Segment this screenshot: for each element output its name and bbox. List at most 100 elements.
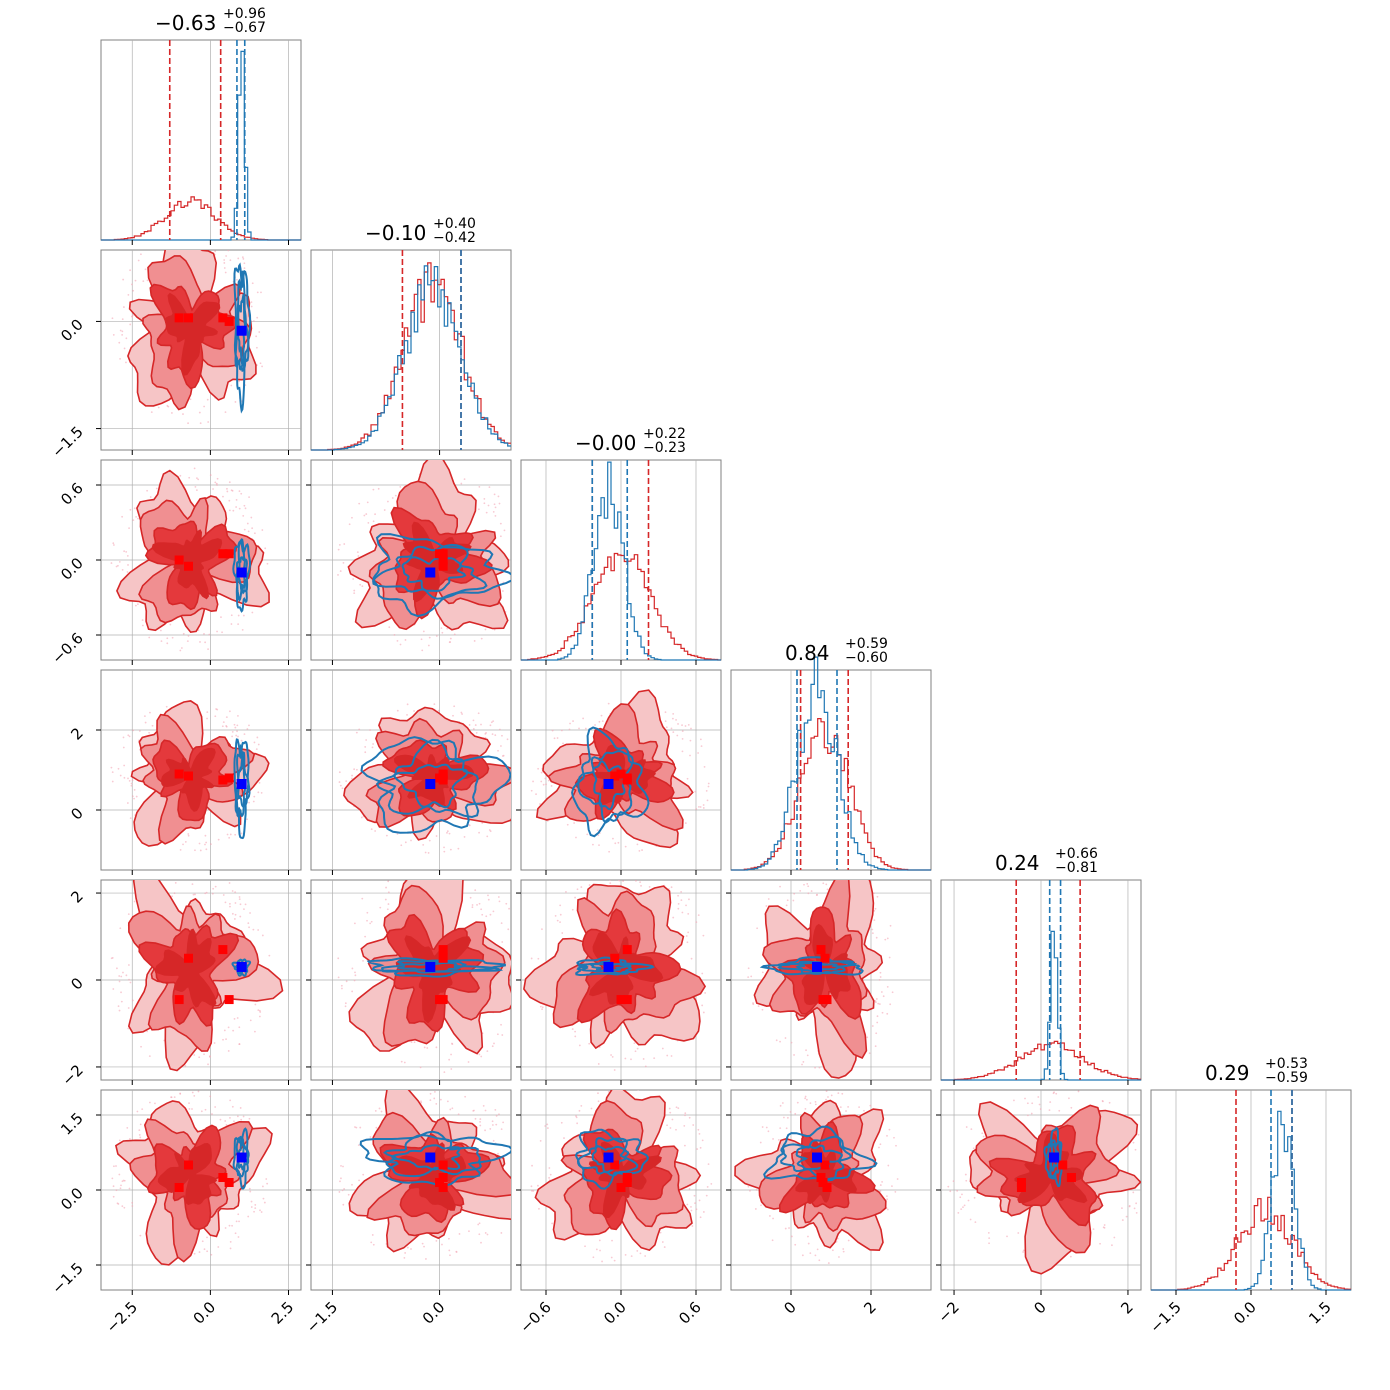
sample-point-2-1-12 bbox=[374, 513, 376, 516]
sample-point-5-4-0 bbox=[967, 1199, 970, 1202]
sample-point-5-4-105 bbox=[1049, 1101, 1052, 1103]
red-marker-4-2-1 bbox=[610, 953, 620, 963]
sample-point-3-0-6 bbox=[199, 849, 202, 852]
truth-marker-4-3 bbox=[812, 961, 822, 972]
sample-point-2-1-10 bbox=[478, 485, 481, 488]
sample-point-5-1-71 bbox=[498, 1113, 500, 1116]
sample-point-5-2-118 bbox=[532, 1190, 535, 1192]
sample-point-3-1-87 bbox=[514, 767, 516, 769]
sample-point-5-0-43 bbox=[113, 1165, 115, 1168]
sample-point-5-2-92 bbox=[675, 1106, 678, 1109]
sample-point-3-0-78 bbox=[206, 717, 208, 720]
sample-point-3-0-36 bbox=[240, 739, 243, 742]
sample-point-5-2-32 bbox=[590, 1107, 593, 1110]
sample-point-3-1-35 bbox=[491, 733, 494, 736]
sample-point-4-0-117 bbox=[232, 1029, 235, 1032]
sample-point-2-1-116 bbox=[435, 635, 438, 637]
sample-point-4-3-17 bbox=[851, 873, 853, 875]
sample-point-3-1-1 bbox=[443, 846, 445, 849]
sample-point-1-0-80 bbox=[121, 330, 124, 333]
red-marker-5-0-2 bbox=[218, 1173, 228, 1182]
sample-point-5-1-45 bbox=[441, 1243, 443, 1246]
sample-point-5-1-75 bbox=[439, 1098, 442, 1101]
contour-narrow-3-2-1 bbox=[577, 750, 634, 824]
sample-point-2-0-37 bbox=[220, 616, 222, 619]
sample-point-4-2-89 bbox=[639, 881, 642, 884]
sample-point-4-2-118 bbox=[701, 1004, 704, 1007]
sample-point-2-1-105 bbox=[478, 508, 480, 511]
truth-marker-5-0 bbox=[236, 1152, 247, 1163]
sample-point-2-1-29 bbox=[391, 497, 394, 499]
sample-point-4-3-33 bbox=[786, 899, 789, 902]
sample-point-5-3-95 bbox=[788, 1227, 790, 1229]
sample-point-2-1-90 bbox=[518, 519, 520, 521]
sample-point-5-0-117 bbox=[262, 1197, 265, 1200]
truth-marker-5-1 bbox=[425, 1152, 436, 1163]
sample-point-4-2-27 bbox=[642, 1058, 645, 1060]
sample-point-5-4-20 bbox=[987, 1231, 990, 1234]
sample-point-3-2-28 bbox=[550, 785, 553, 787]
sample-point-2-1-35 bbox=[351, 516, 353, 519]
sample-point-3-0-107 bbox=[246, 728, 249, 730]
sample-point-5-0-32 bbox=[115, 1165, 117, 1167]
sample-point-2-0-64 bbox=[128, 527, 130, 529]
sample-point-3-2-7 bbox=[547, 779, 550, 782]
sample-point-2-1-111 bbox=[387, 500, 389, 503]
sample-point-5-2-97 bbox=[538, 1207, 540, 1210]
hist-narrow-1 bbox=[311, 265, 511, 451]
panel-content-5-1 bbox=[311, 1090, 511, 1290]
sample-point-5-3-96 bbox=[789, 1111, 792, 1113]
contour-narrow-3-1-2 bbox=[393, 763, 469, 809]
sample-point-4-3-2 bbox=[765, 905, 768, 907]
sample-point-2-1-38 bbox=[358, 502, 361, 505]
sample-point-4-1-93 bbox=[351, 967, 354, 970]
sample-point-5-3-32 bbox=[896, 1178, 899, 1180]
hist-narrow-3 bbox=[731, 656, 931, 871]
sample-point-3-1-66 bbox=[339, 784, 342, 787]
sample-point-3-2-106 bbox=[707, 782, 710, 785]
sample-point-2-0-8 bbox=[203, 633, 205, 635]
sample-point-5-3-104 bbox=[749, 1190, 751, 1192]
sample-point-5-0-41 bbox=[211, 1113, 213, 1115]
sample-point-5-0-111 bbox=[148, 1101, 151, 1104]
sample-point-3-2-2 bbox=[617, 841, 620, 844]
sample-point-3-2-79 bbox=[612, 837, 614, 840]
sample-point-4-2-72 bbox=[695, 921, 698, 924]
sample-point-5-0-14 bbox=[248, 1117, 251, 1120]
sample-point-4-3-9 bbox=[886, 937, 889, 940]
sample-point-5-2-107 bbox=[693, 1194, 696, 1197]
sample-point-5-2-14 bbox=[644, 1255, 647, 1257]
sample-point-5-0-3 bbox=[238, 1220, 240, 1223]
sample-point-3-2-54 bbox=[664, 711, 667, 714]
sample-point-3-0-59 bbox=[222, 721, 225, 724]
ytick-label-4-1: 0 bbox=[67, 974, 86, 993]
sample-point-4-2-24 bbox=[681, 911, 684, 914]
sample-point-3-1-33 bbox=[341, 787, 344, 790]
sample-point-5-3-25 bbox=[771, 1239, 774, 1242]
sample-point-5-0-34 bbox=[138, 1134, 141, 1136]
sample-point-3-1-71 bbox=[443, 850, 446, 853]
contour-narrow-4-3-1 bbox=[777, 960, 858, 975]
sample-point-5-4-59 bbox=[1146, 1201, 1148, 1203]
sample-point-4-3-20 bbox=[876, 895, 879, 898]
sample-point-4-1-73 bbox=[361, 897, 364, 900]
sample-point-5-3-106 bbox=[801, 1254, 804, 1257]
sample-point-4-0-31 bbox=[234, 891, 237, 894]
sample-point-5-0-94 bbox=[191, 1091, 194, 1094]
panel-5-3 bbox=[726, 1089, 932, 1295]
sample-point-5-3-79 bbox=[825, 1090, 828, 1093]
sample-point-5-2-79 bbox=[705, 1194, 708, 1197]
contour-narrow-5-3-1 bbox=[780, 1135, 853, 1182]
sample-point-5-2-56 bbox=[707, 1163, 710, 1165]
sample-point-3-1-42 bbox=[494, 734, 497, 737]
sample-point-4-1-21 bbox=[403, 1061, 406, 1064]
sample-point-2-1-95 bbox=[512, 524, 514, 526]
sample-point-5-0-65 bbox=[139, 1123, 142, 1126]
sample-point-4-3-112 bbox=[747, 976, 750, 979]
sample-point-3-0-2 bbox=[221, 725, 224, 728]
sample-point-5-0-8 bbox=[235, 1220, 238, 1223]
sample-point-2-1-115 bbox=[494, 506, 497, 509]
sample-point-3-2-60 bbox=[575, 836, 577, 839]
sample-point-3-2-61 bbox=[545, 783, 547, 786]
sample-point-2-1-2 bbox=[343, 543, 346, 545]
